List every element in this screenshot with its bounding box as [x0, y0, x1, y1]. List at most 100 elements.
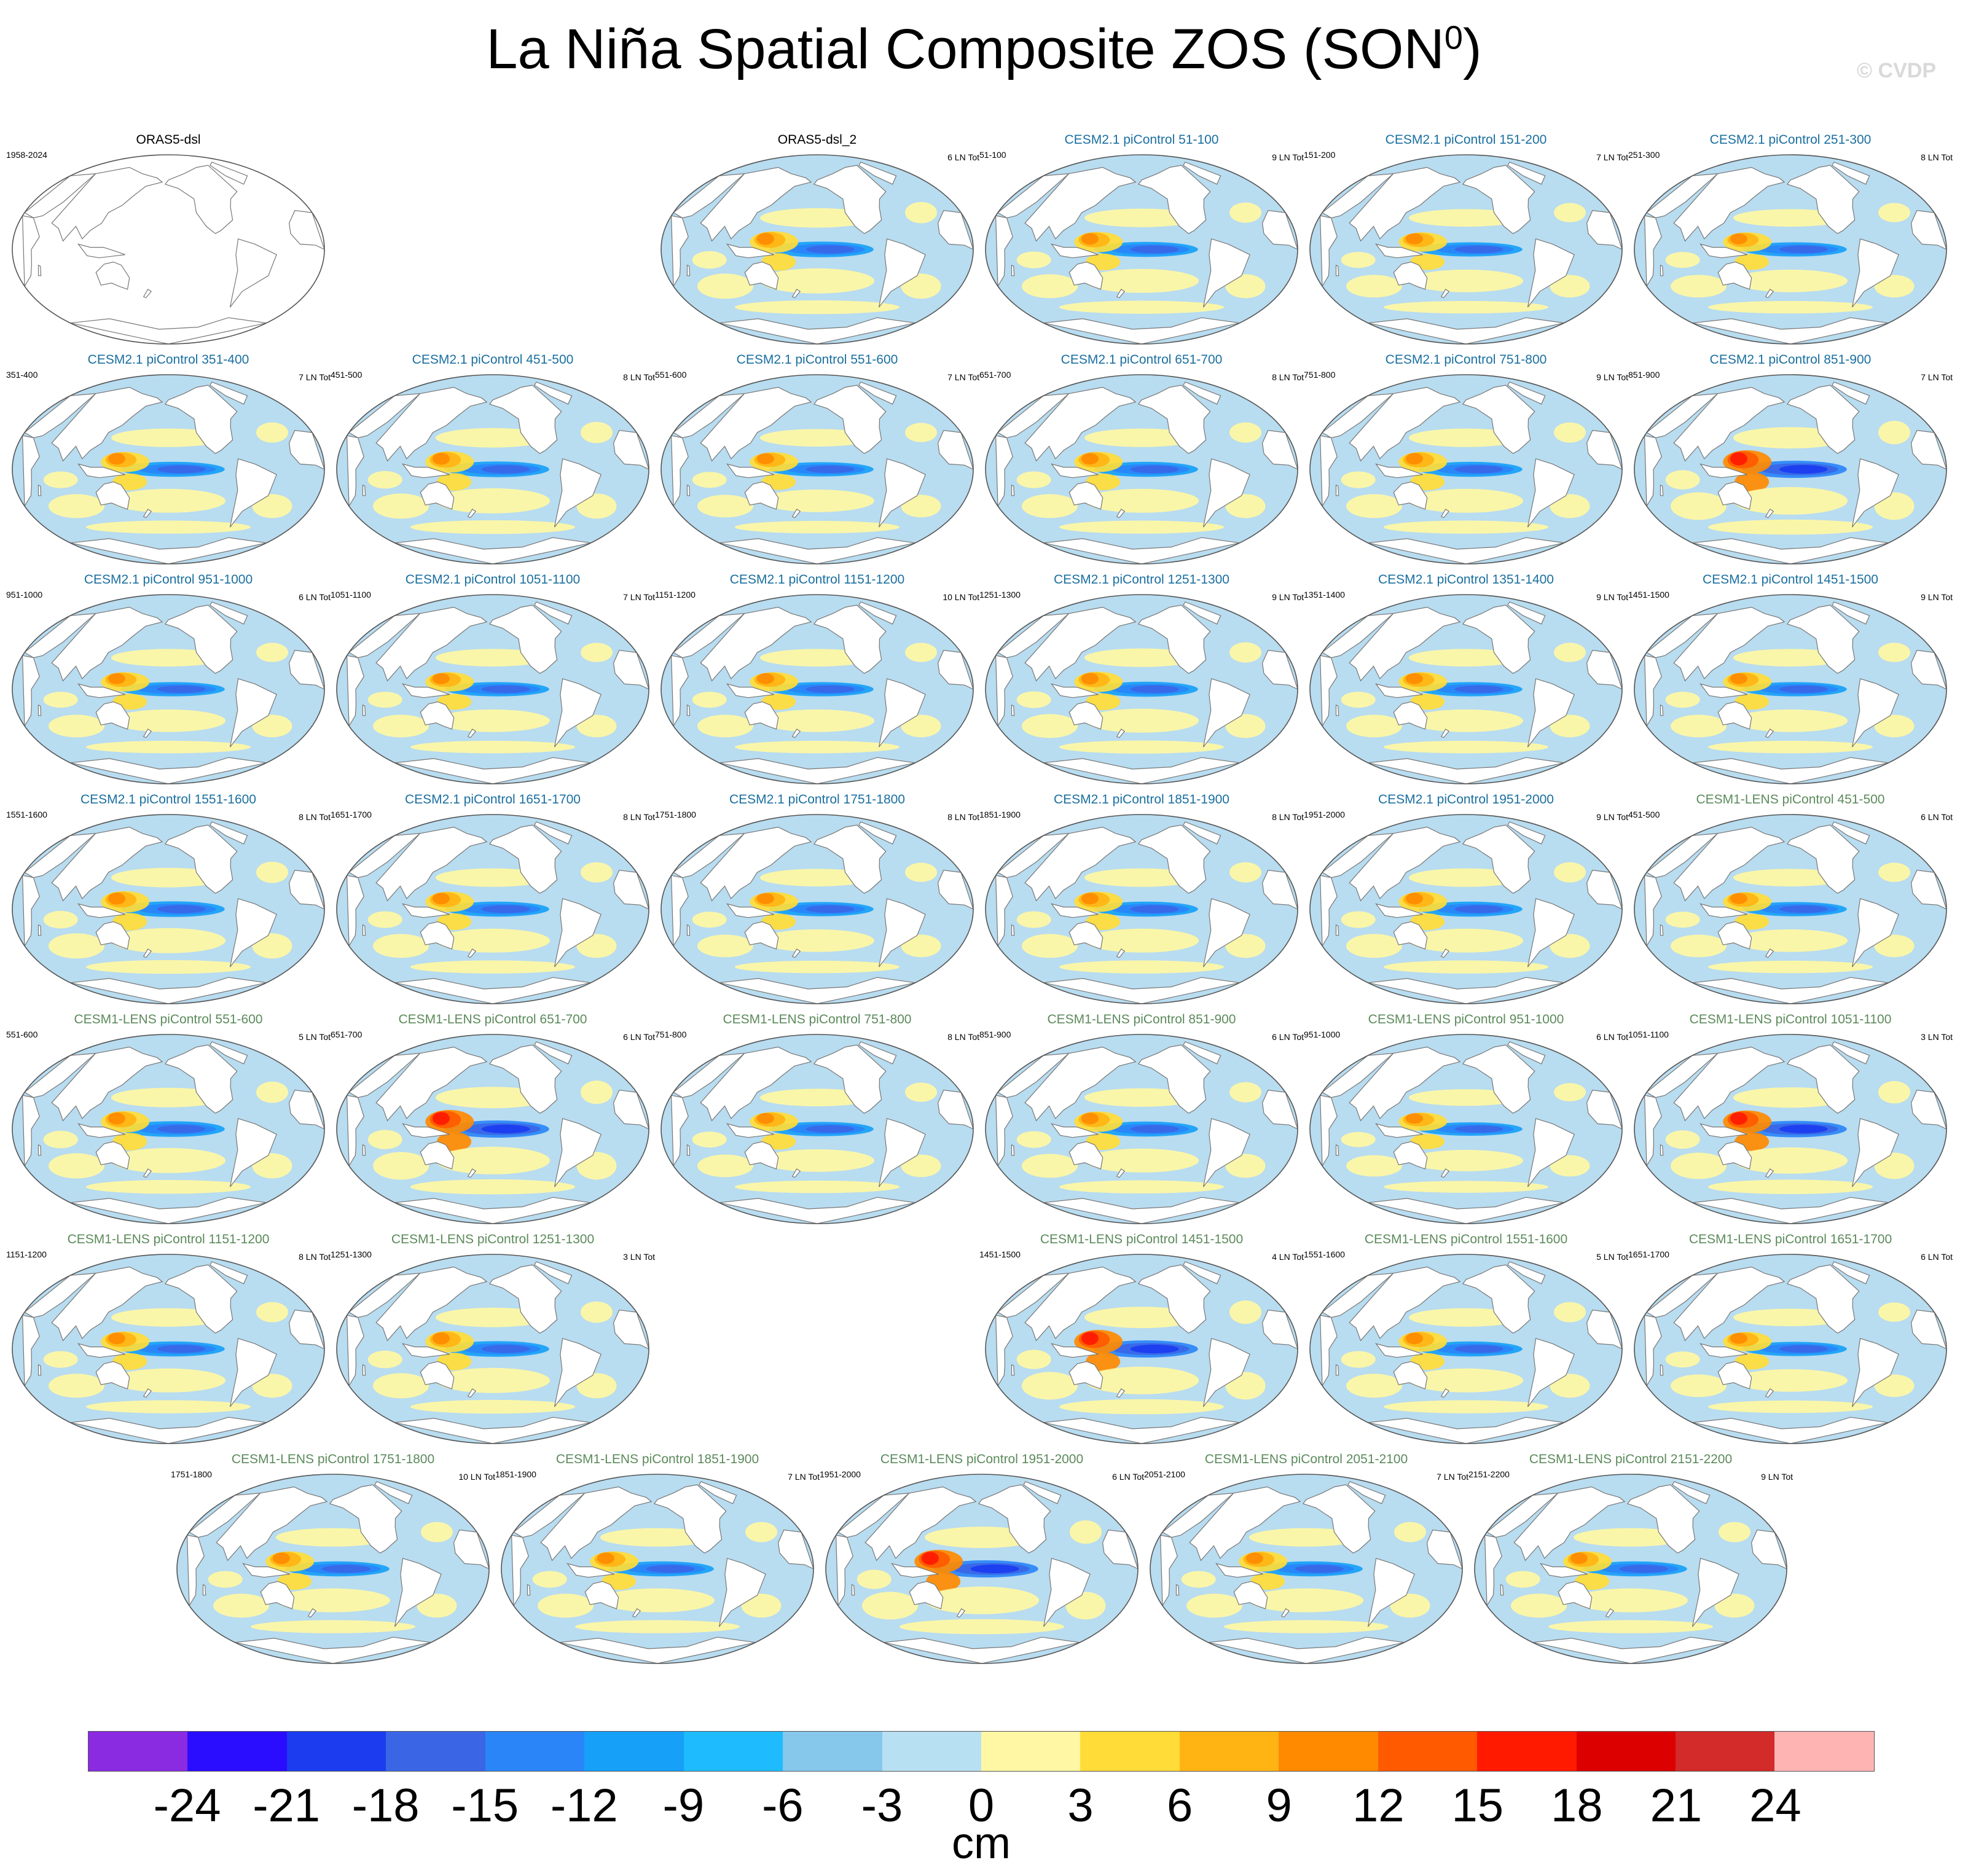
greenland-land	[1183, 601, 1221, 625]
panel-years: 251-300	[1628, 150, 1660, 160]
panel-years: 1751-1800	[171, 1469, 212, 1479]
panel-event-count: 8 LN Tot	[1272, 812, 1304, 822]
panel-event-count: 7 LN Tot	[788, 1472, 820, 1482]
antarctica-land	[70, 1197, 267, 1224]
asia-land	[700, 606, 812, 682]
colorbar-box	[485, 1732, 585, 1771]
australia-land	[744, 921, 779, 950]
panel-title: ORAS5-dsl_2	[777, 133, 857, 147]
indian-yellow	[367, 692, 402, 708]
southern-ocean-yellow	[1708, 1179, 1873, 1194]
panel-years: 1451-1500	[979, 1249, 1021, 1259]
panel-years: 1551-1600	[1304, 1249, 1345, 1259]
africa-east-land	[288, 430, 324, 471]
australia-land	[744, 1141, 779, 1170]
map-outline	[661, 814, 974, 1004]
australia-land	[1393, 1361, 1428, 1389]
madagascar-land	[362, 1364, 366, 1376]
colorbar-tick-label: 3	[1067, 1780, 1094, 1832]
australia-land	[420, 481, 455, 510]
africa-east-land	[777, 1530, 813, 1570]
southern-ocean-yellow	[1059, 1180, 1224, 1194]
africa-west-land	[22, 435, 40, 507]
new-zealand-land	[1765, 1388, 1774, 1398]
panel-years: 1951-2000	[820, 1469, 861, 1479]
map-panel: CESM1-LENS piControl 1951-2000 1951-2000 6…	[820, 1452, 1144, 1668]
panel-years: 1951-2000	[1304, 810, 1345, 819]
maritime-continent-land	[1374, 683, 1423, 698]
warm-pool-core	[108, 673, 125, 684]
southern-ocean-yellow	[1708, 300, 1873, 314]
south-america-land	[1202, 678, 1250, 748]
warm-pool-core	[1081, 893, 1099, 905]
australia-land	[420, 1361, 455, 1389]
north-atlantic-yellow	[581, 643, 613, 662]
africa-west-land	[670, 655, 689, 727]
cold-tongue-center	[481, 1345, 530, 1353]
africa-east-land	[937, 1090, 973, 1130]
maritime-continent-land	[1374, 1343, 1423, 1358]
south-pacific-yellow	[1408, 1368, 1524, 1393]
southern-ocean-yellow	[1059, 960, 1224, 974]
north-atlantic-yellow	[1554, 422, 1586, 443]
cold-tongue-center	[481, 685, 530, 694]
antarctica-land	[235, 1636, 431, 1663]
greenland-land	[1183, 381, 1221, 405]
africa-west-land	[670, 215, 689, 287]
map-outline	[12, 814, 325, 1004]
panel-years: 551-600	[6, 1030, 38, 1039]
panel-years: 951-1000	[6, 590, 43, 600]
map-panel: CESM2.1 piControl 1851-1900 1851-1900 8 LN…	[979, 792, 1304, 1009]
map-panel: CESM2.1 piControl 651-700 651-700 8 LN Tot	[979, 353, 1304, 569]
africa-east-land	[1261, 210, 1298, 251]
panel-years: 751-800	[655, 1030, 687, 1039]
southern-ocean-yellow	[735, 300, 900, 315]
panel-event-count: 9 LN Tot	[1596, 592, 1628, 602]
south-indian-yellow	[1671, 934, 1727, 958]
new-zealand-land	[1116, 729, 1126, 738]
asia-land	[700, 1046, 812, 1122]
south-indian-yellow	[49, 1153, 104, 1179]
australia-land	[744, 701, 779, 730]
cold-tongue-center	[1130, 685, 1179, 694]
south-indian-yellow	[1671, 492, 1727, 520]
map-outline	[1634, 1034, 1947, 1224]
africa-east-land	[1586, 650, 1622, 690]
south-atlantic-yellow	[1550, 934, 1590, 958]
antarctica-land	[70, 537, 267, 564]
cold-tongue-center	[1454, 905, 1503, 913]
asia-land	[51, 1266, 163, 1342]
africa-west-land	[995, 435, 1013, 507]
antarctica-land	[1043, 1417, 1240, 1444]
north-america-land	[164, 824, 238, 894]
panel-event-count: 9 LN Tot	[1272, 592, 1304, 602]
south-indian-yellow	[1022, 1372, 1078, 1400]
map-outline	[12, 1034, 325, 1224]
world-map	[985, 1034, 1298, 1224]
cold-tongue-center	[1779, 905, 1828, 913]
africa-west-land	[995, 875, 1013, 947]
north-america-land	[1786, 385, 1860, 455]
north-america-land	[1462, 604, 1535, 674]
north-america-land	[329, 1484, 402, 1554]
world-map	[985, 814, 1298, 1004]
warm-pool-core	[1081, 233, 1099, 245]
africa-east-land	[613, 870, 649, 910]
greenland-land	[1672, 1481, 1711, 1504]
antarctica-land	[1368, 757, 1564, 784]
asia-land	[1189, 1486, 1301, 1561]
south-indian-yellow	[1022, 714, 1078, 738]
panel-event-count: 7 LN Tot	[299, 372, 331, 382]
australia-land	[420, 921, 455, 950]
south-pacific-yellow	[111, 1147, 226, 1173]
africa-east-land	[613, 650, 649, 690]
north-atlantic-yellow	[905, 423, 937, 442]
antarctica-land	[394, 1197, 591, 1224]
south-america-land	[229, 1338, 277, 1407]
warm-pool-core	[756, 673, 774, 684]
south-pacific-yellow	[759, 1149, 875, 1172]
greenland-land	[858, 1041, 897, 1065]
south-indian-yellow	[1346, 275, 1402, 298]
warm-pool-core	[597, 1552, 614, 1565]
warm-pool-core	[432, 893, 450, 905]
